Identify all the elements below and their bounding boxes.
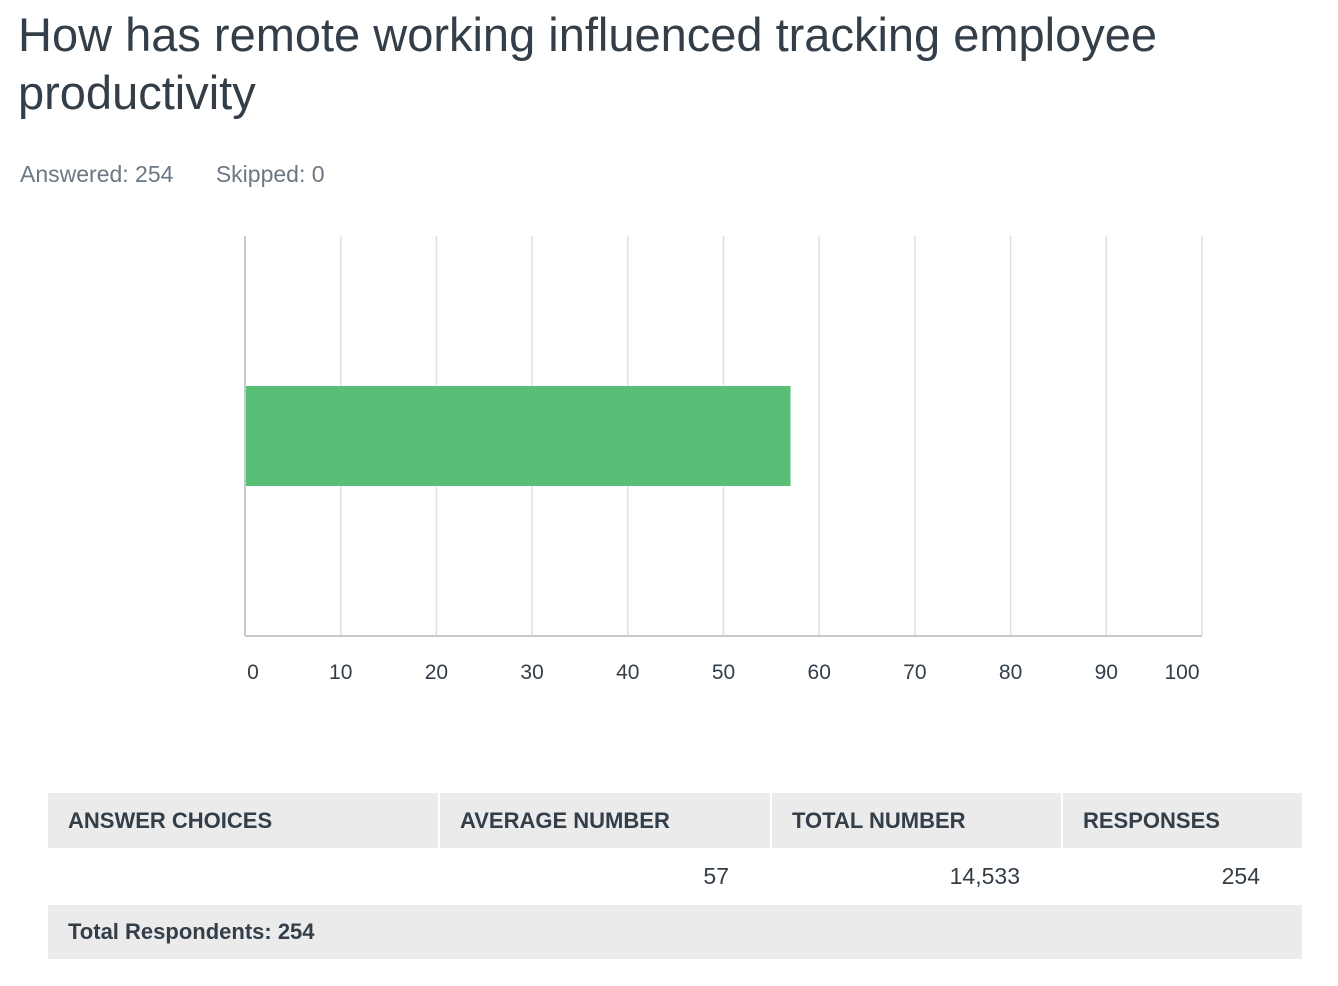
x-tick-label-60: 60 — [808, 661, 831, 684]
chart-bars — [245, 386, 791, 486]
x-tick-label-80: 80 — [999, 661, 1022, 684]
question-title: How has remote working influenced tracki… — [18, 8, 1158, 119]
results-table: ANSWER CHOICES AVERAGE NUMBER TOTAL NUMB… — [48, 793, 1302, 959]
x-tick-label-30: 30 — [520, 661, 543, 684]
x-tick-label-70: 70 — [903, 661, 926, 684]
bar-chart: 0 10 20 30 40 50 60 70 80 90 100 — [244, 236, 1203, 684]
header-total-number[interactable]: TOTAL NUMBER — [771, 793, 1063, 848]
bar-0[interactable] — [245, 386, 791, 486]
total-respondents-row: Total Respondents: 254 — [48, 905, 1302, 959]
responses-cell: 254 — [1221, 863, 1260, 889]
chart-x-ticks: 0 10 20 30 40 50 60 70 80 90 100 — [247, 661, 1199, 684]
answer-choice-cell — [48, 848, 439, 905]
skipped-count: Skipped: 0 — [215, 161, 325, 187]
x-tick-label-50: 50 — [712, 661, 735, 684]
response-stats: Answered: 254 Skipped: 0 — [20, 160, 325, 188]
header-answer-choices[interactable]: ANSWER CHOICES — [48, 793, 440, 848]
x-tick-label-20: 20 — [425, 661, 448, 684]
average-number-cell: 57 — [703, 863, 729, 889]
table-row: 57 14,533 254 — [48, 848, 1302, 905]
total-respondents: Total Respondents: 254 — [48, 905, 1302, 959]
answered-count: Answered: 254 — [20, 161, 174, 187]
x-tick-label-0: 0 — [247, 661, 259, 684]
x-tick-label-10: 10 — [329, 661, 352, 684]
total-number-cell: 14,533 — [949, 863, 1020, 889]
header-responses[interactable]: RESPONSES — [1062, 793, 1302, 848]
x-tick-label-100: 100 — [1164, 661, 1199, 684]
x-tick-label-90: 90 — [1095, 661, 1118, 684]
header-average-number[interactable]: AVERAGE NUMBER — [439, 793, 772, 848]
x-tick-label-40: 40 — [616, 661, 639, 684]
table-header-row: ANSWER CHOICES AVERAGE NUMBER TOTAL NUMB… — [48, 793, 1302, 848]
chart-axes — [244, 236, 1202, 637]
